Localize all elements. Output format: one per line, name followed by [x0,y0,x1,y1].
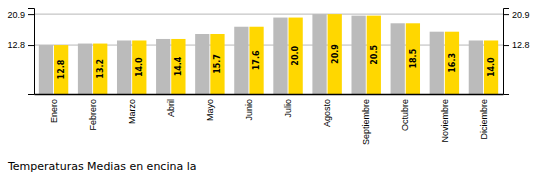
tick: Mayo [205,94,215,121]
data-label: 20.5 [370,45,379,65]
tick-label: Mayo [205,99,215,121]
bar [156,39,170,94]
tick-label: Febrero [88,99,98,131]
bar [93,44,107,94]
data-label: 20.9 [331,44,340,64]
tick: Agosto [322,94,332,127]
bar [469,40,483,94]
tick-label: Abril [166,99,176,117]
tick: Junio [244,94,254,121]
series [39,14,483,94]
data-label: 17.6 [252,50,261,70]
tick-label: Agosto [322,99,332,127]
x-axis: Enero Febrero Marzo Abril Mayo Junio Julio Agos… [35,94,504,145]
tick-label: Junio [244,99,254,121]
bar [328,14,342,94]
bar [249,27,263,94]
bar [117,40,131,94]
data-label: 13.2 [96,59,105,79]
tick: Octubre [400,94,410,131]
data-label: 20.0 [291,45,300,65]
data-label: 16.3 [448,53,457,73]
tick: Diciembre [479,94,489,140]
bar [351,16,365,94]
tick: Enero [49,94,59,123]
bar [312,14,326,94]
data-labels: 12.8 13.2 14.0 14.4 15.7 17.6 20.0 20.9 20.5 18.5… [57,44,496,80]
tick-label: Enero [49,99,59,123]
tick: Septiembre [361,94,371,145]
bar [288,18,302,94]
tick-label: 12.8 [7,40,25,50]
data-label: 18.5 [409,48,418,68]
tick-mark [28,14,34,15]
tick-label: Octubre [400,99,410,131]
bar [234,27,248,94]
tick: 12.8 [503,40,530,50]
bars [39,14,498,94]
tick: Marzo [127,94,137,124]
tick: 12.8 [7,40,34,50]
tick-label: Julio [283,99,293,118]
data-label: 14.0 [487,57,496,77]
grid-line [34,14,503,15]
tick-mark [503,14,509,15]
bar [195,34,209,94]
bar [171,39,185,94]
tick-label: Marzo [127,99,137,124]
data-label: 14.0 [135,57,144,77]
tick-mark [503,45,509,46]
tick-label: Noviembre [440,99,450,143]
tick: Noviembre [440,94,450,143]
bar [78,44,92,94]
bar [273,18,287,94]
bar [39,45,53,94]
bar [54,45,68,94]
tick: Abril [166,94,176,117]
y-axis: 12.8 20.9 [7,9,34,95]
y2-axis: 12.8 20.9 [503,9,530,95]
series [54,14,498,94]
data-label: 14.4 [174,56,183,76]
bar [132,40,146,94]
tick: Febrero [88,94,98,131]
bar [210,34,224,94]
axis-line [504,9,510,95]
bar [406,23,420,94]
tick-label: 12.8 [512,40,530,50]
axis-line [35,94,504,96]
tick: 20.9 [503,9,530,19]
tick-label: Diciembre [479,99,489,140]
tick-label: 20.9 [512,9,530,19]
bar [484,40,498,94]
title: Temperaturas Medias en encina la [7,160,196,173]
bar [367,16,381,94]
tick: Julio [283,94,293,118]
data-label: 15.7 [213,54,222,74]
data-label: 12.8 [57,59,66,79]
plot: 12.8 13.2 14.0 14.4 15.7 17.6 20.0 20.9 20.5 18.5… [7,9,529,146]
tick-label: Septiembre [361,99,371,145]
axis-line [28,9,35,95]
tick-label: 20.9 [7,9,25,19]
tick: 20.9 [7,9,34,19]
chart: 12.8 13.2 14.0 14.4 15.7 17.6 20.0 20.9 20.5 18.5… [0,0,537,174]
bar [445,32,459,94]
bar [391,23,405,94]
bar [430,32,444,94]
tick-mark [28,45,34,46]
